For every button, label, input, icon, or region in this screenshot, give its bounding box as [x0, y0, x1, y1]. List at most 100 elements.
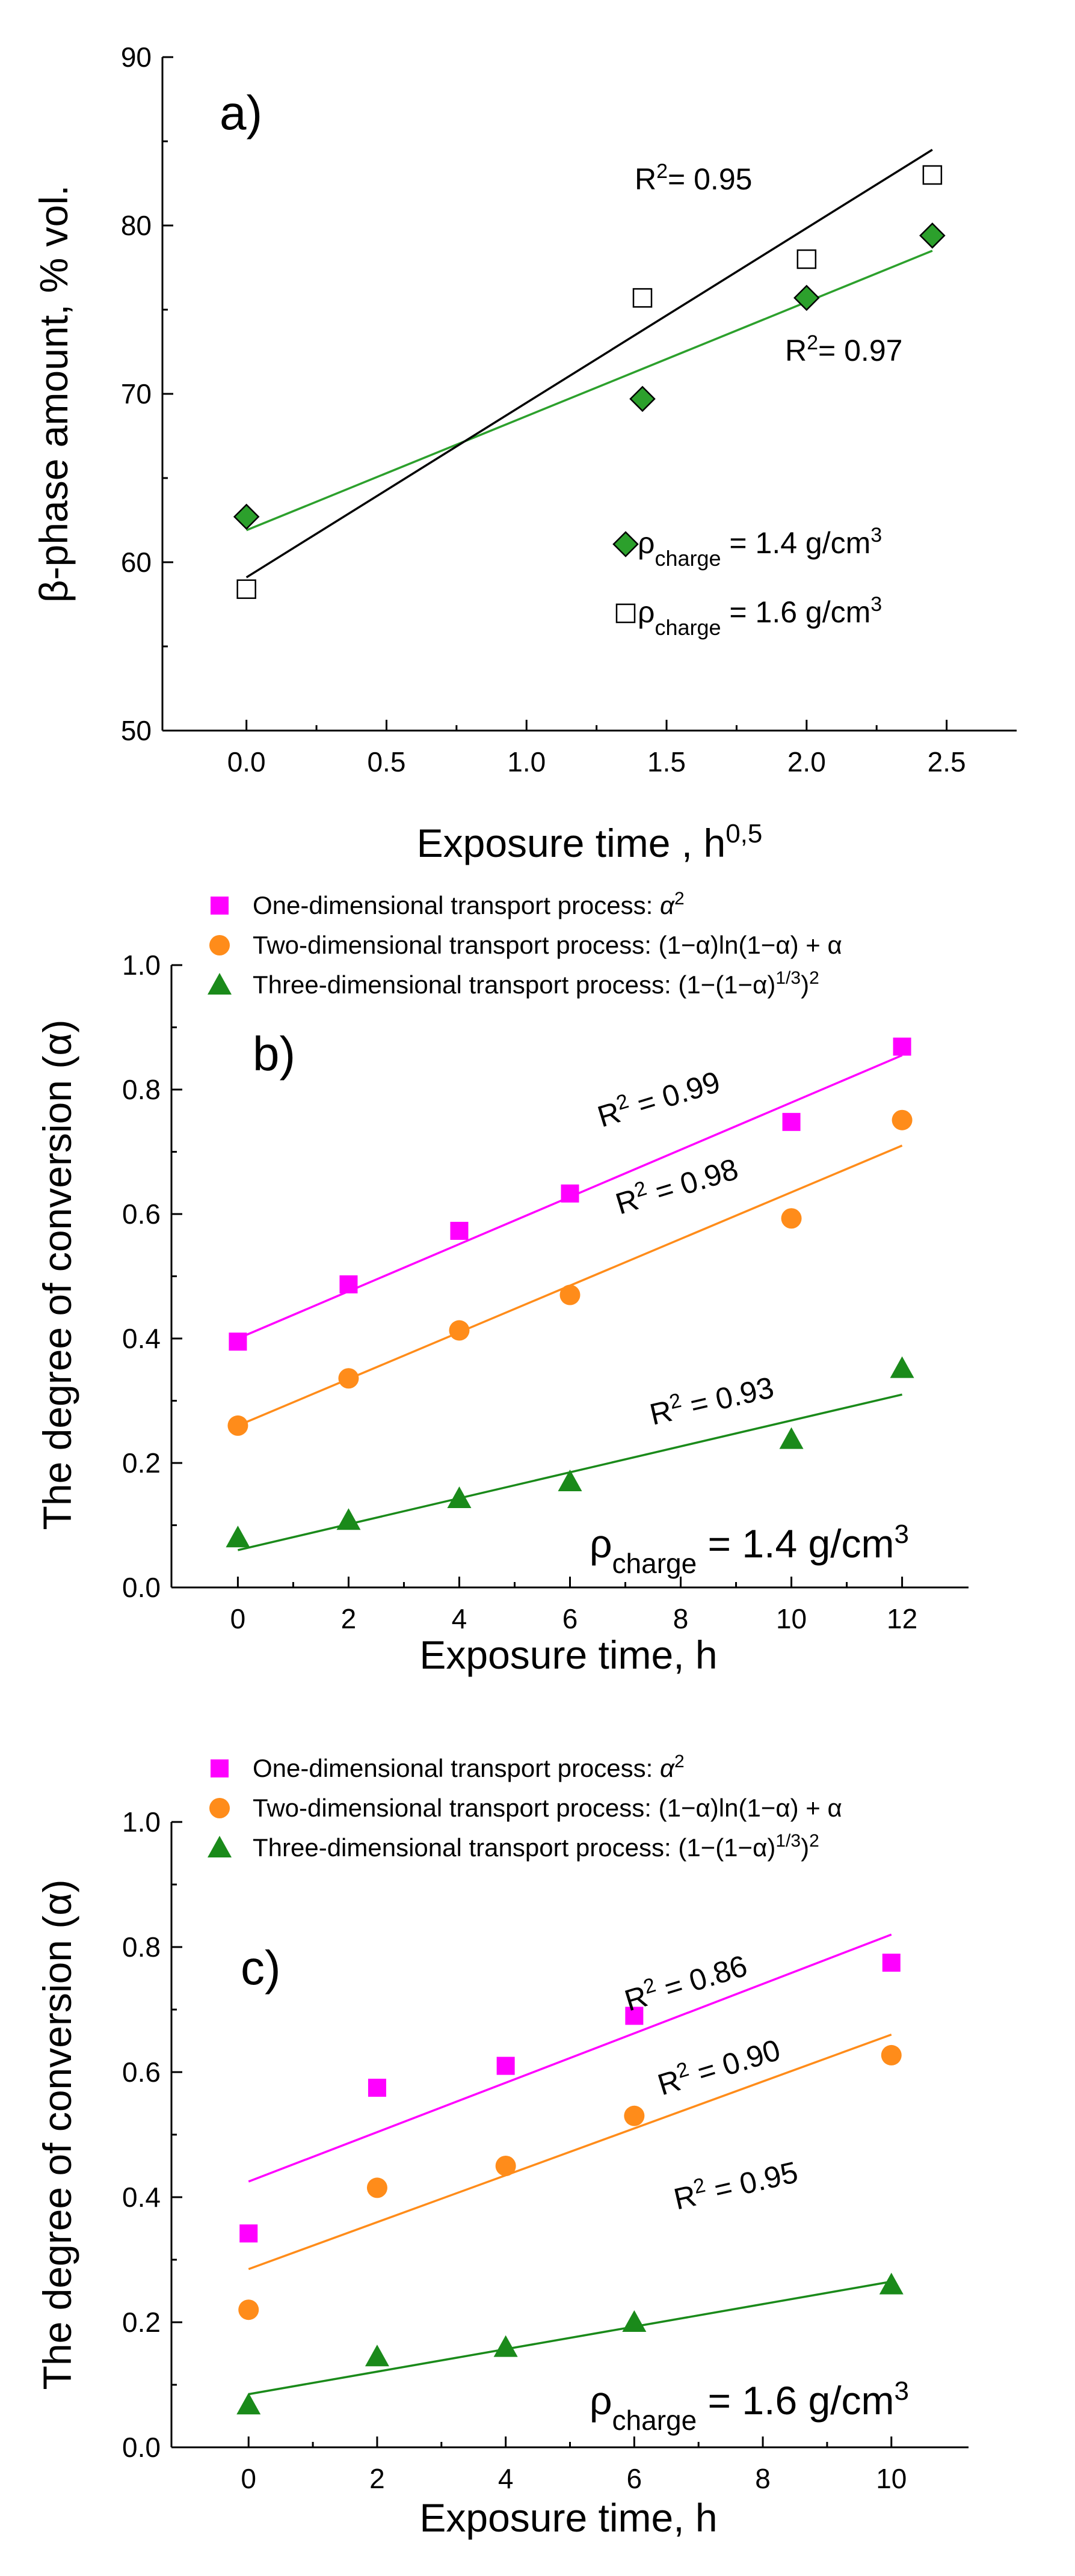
legend-marker	[211, 1759, 229, 1777]
legend-label-sub: charge	[655, 615, 721, 640]
x-axis-title-text: Exposure time , h	[417, 821, 726, 865]
x-axis-title-text: Exposure time, h	[419, 2495, 717, 2540]
data-point	[922, 165, 943, 185]
legend-label: Three-dimensional transport process: (1−…	[253, 968, 819, 999]
legend-text: Two-dimensional transport process:	[253, 931, 659, 959]
y-tick-label: 1.0	[122, 1806, 161, 1838]
y-tick-label: 0.8	[122, 1074, 161, 1105]
data-point	[495, 2156, 516, 2176]
y-tick-label: 0.2	[122, 1447, 161, 1479]
condition-rest: = 1.6 g/cm	[697, 2378, 894, 2423]
condition-label: ρcharge = 1.6 g/cm3	[590, 2376, 909, 2436]
panel-a: 0.0 0.5 1.0 1.5 2.0 2.5 50 60 70 80 90 Exposure tim…	[31, 41, 1017, 865]
data-point	[236, 579, 256, 600]
data-point	[449, 1320, 470, 1341]
data-point	[625, 2007, 644, 2025]
data-point	[793, 284, 820, 311]
y-tick-label: 0.6	[122, 1198, 161, 1230]
x-tick-label: 4	[498, 2463, 514, 2494]
legend-marker	[612, 531, 639, 557]
data-point	[879, 2272, 904, 2295]
condition-sub: charge	[612, 1548, 697, 1579]
r2-sup: 2	[807, 331, 818, 354]
condition-main: ρ	[590, 1521, 612, 1566]
x-tick-label: 10	[776, 1603, 807, 1634]
y-tick-label: 0.0	[122, 1572, 161, 1603]
condition-sup: 3	[895, 1520, 909, 1549]
panel-b: 0 2 4 6 8 10 12 0.0 0.2 0.4 0.6 0.8 1.0 Exposure time…	[35, 889, 969, 1677]
data-point	[779, 1427, 804, 1449]
condition-rest: = 1.4 g/cm	[697, 1521, 894, 1566]
legend-expr-sup: 2	[674, 1752, 685, 1771]
data-point	[632, 288, 653, 308]
x-tick-label: 0.0	[227, 746, 266, 777]
legend-label-rest: = 1.4 g/cm	[721, 526, 871, 560]
legend-label: ρcharge = 1.6 g/cm3	[638, 593, 882, 640]
x-tick-label: 2	[369, 2463, 385, 2494]
legend-expr-sup2: 2	[809, 1831, 819, 1851]
fit-line	[248, 2033, 892, 2271]
data-point	[629, 385, 656, 412]
legend-label-sup: 3	[870, 524, 882, 547]
condition-label: ρcharge = 1.4 g/cm3	[590, 1520, 909, 1580]
y-tick-label: 70	[121, 378, 152, 409]
data-point	[227, 1415, 248, 1436]
r2-base: R	[635, 162, 656, 196]
data-point	[450, 1221, 469, 1240]
condition-sub: charge	[612, 2405, 697, 2436]
x-axis-title: Exposure time, h	[419, 1633, 717, 1677]
x-tick-label: 4	[452, 1603, 467, 1634]
legend-label-sup: 3	[870, 593, 882, 616]
y-tick-label: 0.2	[122, 2307, 161, 2338]
x-tick-label: 2.0	[787, 746, 826, 777]
legend-text: One-dimensional transport process:	[253, 891, 660, 919]
legend-text: Three-dimensional transport process:	[253, 1833, 678, 1862]
panel-label: b)	[253, 1027, 295, 1081]
legend-label-rest: = 1.6 g/cm	[721, 595, 871, 629]
legend-expr-sup2: 2	[809, 968, 819, 988]
data-point	[226, 1526, 250, 1548]
legend-label: Three-dimensional transport process: (1−…	[253, 1831, 819, 1862]
condition-sup: 3	[895, 2376, 909, 2406]
x-axis-title: Exposure time , h0,5	[417, 819, 763, 866]
data-point	[239, 2224, 258, 2243]
legend-marker	[209, 935, 230, 955]
r2-annotation: R2= 0.95	[635, 160, 752, 196]
legend-label: Two-dimensional transport process: (1−α)…	[253, 1794, 842, 1822]
legend-expr: α	[660, 891, 675, 919]
y-tick-label: 0.4	[122, 2182, 161, 2213]
x-axis-title-text: Exposure time, h	[419, 1633, 717, 1677]
r2-base: R	[785, 334, 807, 367]
legend-expr: (1−α)ln(1−α) + α	[659, 931, 842, 959]
x-tick-label: 0	[230, 1603, 246, 1634]
legend-label: ρcharge = 1.4 g/cm3	[638, 524, 882, 571]
data-point	[366, 2177, 387, 2198]
data-point	[893, 1037, 911, 1056]
data-point	[493, 2335, 518, 2357]
data-point	[622, 2310, 647, 2332]
y-tick-label: 0.4	[122, 1323, 161, 1354]
y-tick-label: 60	[121, 547, 152, 578]
data-point	[781, 1208, 802, 1229]
r2-value: = 0.95	[668, 162, 752, 196]
r2-annotation: R2= 0.97	[785, 331, 902, 367]
fit-line	[248, 1933, 892, 2183]
x-tick-label: 1.5	[647, 746, 686, 777]
data-point	[881, 2044, 902, 2065]
y-axis-title: The degree of conversion (α)	[35, 1020, 79, 1530]
fit-line	[245, 149, 933, 578]
x-tick-label: 6	[562, 1603, 578, 1634]
data-point	[782, 1112, 801, 1131]
data-point	[796, 249, 817, 269]
y-axis-title: β-phase amount, % vol.	[31, 185, 76, 603]
y-tick-label: 0.0	[122, 2432, 161, 2463]
data-point	[919, 222, 946, 249]
data-point	[365, 2344, 389, 2367]
x-tick-label: 2.5	[928, 746, 966, 777]
legend-marker	[208, 973, 232, 995]
legend-expr-sup: 2	[674, 889, 685, 909]
legend-label: One-dimensional transport process: α2	[253, 1752, 685, 1783]
data-point	[368, 2079, 386, 2097]
